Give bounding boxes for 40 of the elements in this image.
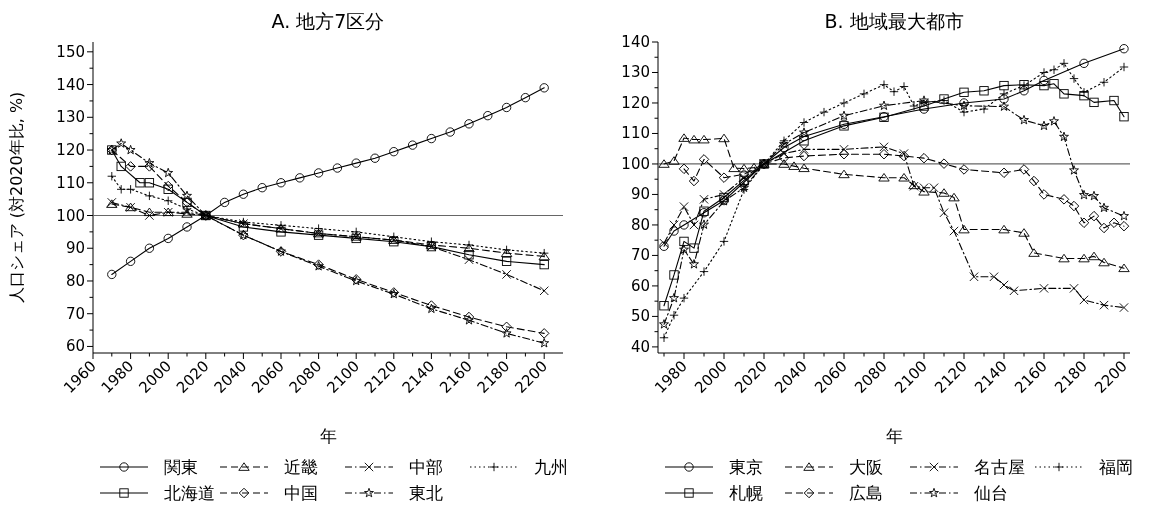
y-tick-label: 100 [56, 206, 85, 225]
legend-label: 中部 [409, 457, 443, 477]
y-tick-label: 40 [630, 337, 650, 356]
y-tick-label: 70 [630, 246, 650, 265]
y-axis-title: 人口シェア (対2020年比, %) [7, 91, 26, 304]
legend-label: 中国 [284, 483, 318, 503]
y-tick-label: 90 [630, 185, 650, 204]
y-tick-label: 100 [621, 154, 650, 173]
legend-label: 東京 [729, 457, 763, 477]
y-tick-label: 130 [621, 63, 650, 82]
legend-label: 札幌 [729, 483, 763, 503]
y-tick-label: 140 [56, 75, 85, 94]
y-tick-label: 110 [621, 124, 650, 143]
legend-label: 広島 [849, 483, 883, 503]
chart-title: A. 地方7区分 [271, 10, 385, 32]
y-tick-label: 150 [56, 42, 85, 61]
y-tick-label: 60 [65, 337, 85, 356]
legend-label: 東北 [409, 483, 443, 503]
y-tick-label: 110 [56, 173, 85, 192]
y-tick-label: 60 [630, 276, 650, 295]
chart-title: B. 地域最大都市 [824, 10, 964, 32]
legend-label: 大阪 [849, 457, 883, 477]
y-tick-label: 140 [621, 33, 650, 51]
legend-label: 福岡 [1099, 457, 1133, 477]
legend-label: 関東 [164, 457, 198, 477]
y-tick-label: 120 [621, 93, 650, 112]
y-tick-label: 120 [56, 141, 85, 160]
y-tick-label: 70 [65, 304, 85, 323]
legend-label: 九州 [534, 457, 568, 477]
legend-label: 近畿 [284, 457, 318, 477]
y-tick-label: 90 [65, 239, 85, 258]
y-tick-label: 130 [56, 108, 85, 127]
legend-label: 仙台 [974, 483, 1008, 503]
x-axis-title: 年 [319, 426, 337, 446]
y-tick-label: 80 [65, 271, 85, 290]
y-tick-label: 80 [630, 215, 650, 234]
y-tick-label: 50 [630, 307, 650, 326]
legend-label: 名古屋 [974, 457, 1025, 477]
legend-label: 北海道 [164, 483, 215, 503]
x-axis-title: 年 [885, 426, 903, 446]
